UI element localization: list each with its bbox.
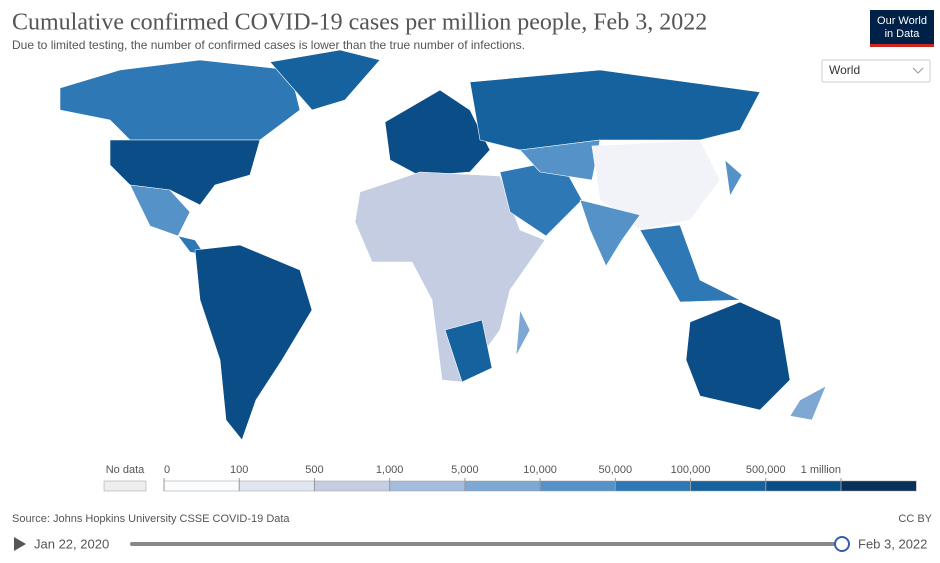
timeline: Jan 22, 2020 Feb 3, 2022 [14,536,927,552]
country[interactable] [591,139,721,231]
country[interactable] [579,199,641,267]
country[interactable] [269,49,381,111]
legend-bin [615,480,691,492]
legend-bin [840,480,917,492]
legend-label: 100,000 [671,464,711,476]
no-data-label: No data [106,464,145,476]
timeline-start: Jan 22, 2020 [34,536,109,551]
logo-text: Our World [877,15,927,27]
legend: No data 0 100 500 1,000 5,000 10,000 50,000 100,… [103,464,917,492]
country[interactable] [444,319,493,383]
logo-box [870,10,934,47]
legend-label: 100 [230,464,248,476]
legend-bin [238,480,315,492]
world-map [59,49,827,441]
legend-bin [464,480,541,492]
logo-text: in Data [885,28,921,40]
legend-label: 10,000 [523,464,557,476]
country[interactable] [109,139,261,206]
timeline-end: Feb 3, 2022 [858,536,927,551]
dropdown-value: World [829,63,860,77]
legend-bin [539,480,616,492]
legend-label: 0 [164,464,170,476]
legend-label: 500,000 [746,464,786,476]
country[interactable] [515,308,531,357]
country[interactable] [194,244,313,441]
country[interactable] [789,385,827,421]
legend-bin [690,480,767,492]
timeline-track[interactable] [130,542,842,546]
subtitle: Due to limited testing, the number of co… [12,38,525,52]
country[interactable] [639,224,741,303]
dropdown-box [821,59,931,83]
legend-label: 5,000 [451,464,479,476]
no-data-swatch [103,480,147,492]
legend-bin [163,480,240,492]
country[interactable] [384,89,491,177]
legend-label: 500 [305,464,323,476]
country[interactable] [469,69,761,151]
legend-bin [314,480,390,492]
dropdown-arrow [912,67,924,74]
legend-bin [765,480,842,492]
region-dropdown[interactable]: World [821,59,931,83]
legend-label: 1,000 [376,464,404,476]
country[interactable] [685,301,791,411]
country[interactable] [59,59,301,141]
play-button[interactable] [14,537,26,551]
country[interactable] [129,184,191,237]
source: Source: Johns Hopkins University CSSE CO… [12,513,290,525]
legend-label: 50,000 [599,464,633,476]
timeline-handle[interactable] [834,536,850,552]
legend-label: 1 million [801,464,841,476]
license: CC BY [898,513,932,525]
logo[interactable]: Our World in Data [870,10,934,47]
title: Cumulative confirmed COVID-19 cases per … [12,10,707,36]
legend-bin [389,480,466,492]
country[interactable] [519,139,601,181]
logo-bar [870,44,934,47]
country[interactable] [724,159,743,197]
